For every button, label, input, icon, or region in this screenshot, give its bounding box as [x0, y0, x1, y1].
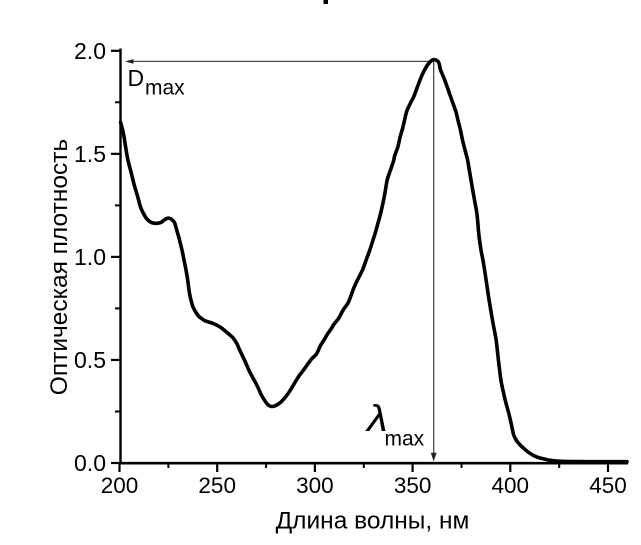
svg-text:350: 350 [394, 473, 432, 498]
svg-text:250: 250 [198, 473, 236, 498]
svg-text:0.5: 0.5 [74, 347, 106, 373]
svg-text:λ: λ [365, 398, 388, 440]
svg-text:200: 200 [101, 473, 139, 498]
svg-text:Оптическая плотность: Оптическая плотность [46, 139, 73, 395]
svg-text:0.0: 0.0 [74, 450, 106, 476]
svg-text:1.5: 1.5 [74, 141, 106, 167]
svg-text:300: 300 [296, 473, 334, 498]
svg-text:max: max [385, 428, 425, 451]
svg-text:2.0: 2.0 [74, 38, 106, 64]
svg-text:D: D [128, 65, 145, 91]
svg-text:Длина волны, нм: Длина волны, нм [276, 508, 470, 535]
svg-text:1.0: 1.0 [74, 244, 106, 270]
svg-text:450: 450 [589, 473, 627, 498]
svg-text:400: 400 [492, 473, 530, 498]
svg-text:max: max [145, 77, 185, 100]
